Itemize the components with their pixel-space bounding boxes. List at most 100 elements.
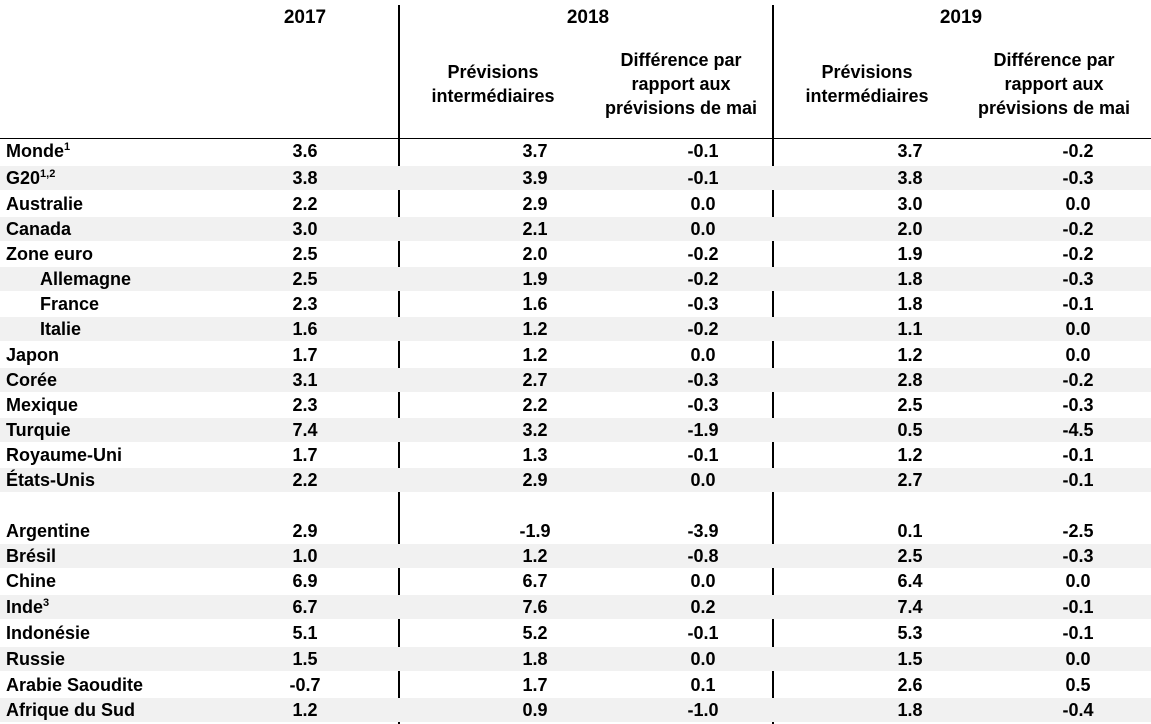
cell-p2018: 3.2 (522, 420, 548, 440)
cell-v2017: 2.2 (292, 470, 318, 490)
cell-p2018: -1.9 (519, 521, 551, 541)
cell-d2019: -0.3 (1062, 168, 1094, 188)
col-header-line: Différence par (620, 50, 742, 70)
cell-p2018: 0.9 (522, 700, 548, 720)
cell-p2019: 0.5 (897, 420, 923, 440)
row-label: Italie (40, 317, 81, 341)
table-row: Inde3 6.7 7.6 0.2 7.4 -0.1 (0, 595, 1151, 619)
row-label: Australie (6, 192, 83, 216)
footnote-marker: 1 (64, 141, 71, 153)
table-row: Corée 3.1 2.7 -0.3 2.8 -0.2 (0, 368, 1151, 392)
cell-d2019: 0.0 (1065, 649, 1091, 669)
cell-v2017: 1.7 (292, 345, 318, 365)
table-row: Allemagne 2.5 1.9 -0.2 1.8 -0.3 (0, 267, 1151, 291)
cell-p2019: 2.5 (897, 395, 923, 415)
cell-v2017: 1.6 (292, 319, 318, 339)
row-label: Monde1 (6, 139, 70, 163)
cell-d2018: -0.1 (687, 623, 719, 643)
cell-p2018: 2.2 (522, 395, 548, 415)
cell-p2018: 2.9 (522, 194, 548, 214)
row-label: Brésil (6, 544, 56, 568)
cell-p2019: 1.5 (897, 649, 923, 669)
row-label-text: Mexique (6, 395, 79, 415)
cell-d2019: 0.0 (1065, 571, 1091, 591)
row-label-text: Zone euro (6, 244, 94, 264)
cell-d2018: 0.0 (690, 571, 716, 591)
table-row: G201,2 3.8 3.9 -0.1 3.8 -0.3 (0, 166, 1151, 190)
cell-d2018: 0.0 (690, 219, 716, 239)
cell-d2019: -0.4 (1062, 700, 1094, 720)
cell-v2017: 3.6 (292, 141, 318, 161)
row-label: Mexique (6, 393, 78, 417)
cell-p2019: 1.2 (897, 345, 923, 365)
table-row: Turquie 7.4 3.2 -1.9 0.5 -4.5 (0, 418, 1151, 442)
row-label: Zone euro (6, 242, 93, 266)
row-label: France (40, 292, 99, 316)
col-header-line: Prévisions (447, 62, 539, 82)
row-label-text: Corée (6, 370, 58, 390)
cell-p2019: 6.4 (897, 571, 923, 591)
cell-p2019: 2.6 (897, 675, 923, 695)
table-row: Brésil 1.0 1.2 -0.8 2.5 -0.3 (0, 544, 1151, 568)
row-label-text: Allemagne (40, 269, 132, 289)
row-label: Chine (6, 569, 56, 593)
col-header-line: rapport aux (631, 74, 731, 94)
cell-p2018: 1.8 (522, 649, 548, 669)
cell-p2018: 1.2 (522, 345, 548, 365)
cell-p2019: 0.1 (897, 521, 923, 541)
cell-d2018: -0.3 (687, 395, 719, 415)
cell-p2019: 3.0 (897, 194, 923, 214)
cell-p2018: 1.9 (522, 269, 548, 289)
row-label: G201,2 (6, 166, 55, 190)
footnote-marker: 3 (43, 597, 50, 609)
cell-p2018: 2.9 (522, 470, 548, 490)
cell-v2017: 5.1 (292, 623, 318, 643)
cell-d2019: -0.1 (1062, 623, 1094, 643)
cell-v2017: 1.0 (292, 546, 318, 566)
cell-v2017: 1.5 (292, 649, 318, 669)
cell-d2019: 0.0 (1065, 194, 1091, 214)
cell-p2019: 1.8 (897, 294, 923, 314)
table-row: France 2.3 1.6 -0.3 1.8 -0.1 (0, 292, 1151, 316)
cell-p2018: 1.2 (522, 546, 548, 566)
col-header-line: Différence par (993, 50, 1115, 70)
table-row: Mexique 2.3 2.2 -0.3 2.5 -0.3 (0, 393, 1151, 417)
table-row: Zone euro 2.5 2.0 -0.2 1.9 -0.2 (0, 242, 1151, 266)
col-header-line: rapport aux (1004, 74, 1104, 94)
row-label-text: Royaume-Uni (6, 445, 123, 465)
cell-p2019: 3.7 (897, 141, 923, 161)
row-label-text: Canada (6, 219, 72, 239)
cell-d2019: -0.2 (1062, 141, 1094, 161)
cell-d2018: -1.9 (687, 420, 719, 440)
row-label: Inde3 (6, 595, 49, 619)
cell-v2017: 2.9 (292, 521, 318, 541)
column-divider-2018 (398, 5, 400, 724)
cell-p2018: 7.6 (522, 597, 548, 617)
row-label: Royaume-Uni (6, 443, 122, 467)
row-label-text: Afrique du Sud (6, 700, 135, 720)
cell-d2019: -0.2 (1062, 370, 1094, 390)
cell-v2017: 3.8 (292, 168, 318, 188)
cell-d2018: -0.1 (687, 141, 719, 161)
cell-v2017: 2.3 (292, 294, 318, 314)
row-label-text: Inde (6, 597, 44, 617)
cell-d2018: -0.1 (687, 168, 719, 188)
cell-d2019: 0.0 (1065, 319, 1091, 339)
col-header-line: intermédiaires (431, 86, 555, 106)
table-row: Afrique du Sud 1.2 0.9 -1.0 1.8 -0.4 (0, 698, 1151, 722)
cell-d2018: 0.2 (690, 597, 716, 617)
row-label: Japon (6, 343, 59, 367)
cell-d2018: 0.0 (690, 470, 716, 490)
cell-p2019: 1.9 (897, 244, 923, 264)
col-header-difference-2019: Différence par rapport aux prévisions de… (958, 48, 1150, 120)
cell-p2018: 6.7 (522, 571, 548, 591)
cell-d2019: -0.1 (1062, 294, 1094, 314)
cell-p2018: 3.7 (522, 141, 548, 161)
cell-p2018: 3.9 (522, 168, 548, 188)
cell-d2018: 0.0 (690, 345, 716, 365)
cell-d2018: -0.2 (687, 319, 719, 339)
row-label: Russie (6, 647, 65, 671)
cell-p2019: 1.1 (897, 319, 923, 339)
col-header-forecast-2018: Prévisions intermédiaires (418, 60, 568, 108)
cell-v2017: 6.9 (292, 571, 318, 591)
